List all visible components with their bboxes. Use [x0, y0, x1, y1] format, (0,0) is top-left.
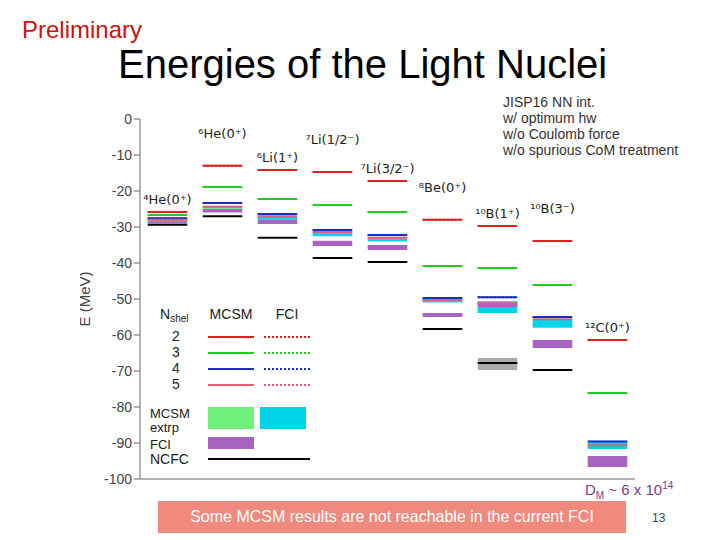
svg-text:Nshel: Nshel — [160, 306, 188, 324]
svg-text:-60: -60 — [112, 327, 132, 343]
html-text:w/o spurious CoM treatment: w/o spurious CoM treatment — [503, 142, 679, 158]
svg-text:-20: -20 — [112, 183, 132, 199]
html-text:w/o Coulomb force: w/o Coulomb force — [503, 126, 620, 142]
svg-text:4: 4 — [172, 360, 180, 376]
svg-text:⁷Li(3/2⁻): ⁷Li(3/2⁻) — [361, 161, 415, 176]
svg-text:⁴He(0⁺): ⁴He(0⁺) — [143, 192, 191, 207]
html-text:w/ optimum hw: w/ optimum hw — [503, 110, 597, 126]
svg-text:⁷Li(1/2⁻): ⁷Li(1/2⁻) — [306, 132, 360, 147]
html-text:Energies of the Light Nuclei: Energies of the Light Nuclei — [118, 42, 608, 86]
svg-text:-50: -50 — [112, 291, 132, 307]
html-text:14: 14 — [662, 480, 674, 491]
svg-text:-100: -100 — [104, 471, 132, 487]
svg-text:-90: -90 — [112, 435, 132, 451]
svg-text:-10: -10 — [112, 147, 132, 163]
svg-text:⁶He(0⁺): ⁶He(0⁺) — [198, 126, 246, 141]
html-text:13: 13 — [652, 511, 666, 525]
svg-text:E (MeV): E (MeV) — [80, 271, 93, 326]
svg-text:FCI: FCI — [276, 306, 299, 322]
svg-text:-40: -40 — [112, 255, 132, 271]
svg-text:3: 3 — [172, 344, 180, 360]
html-text:JISP16 NN int.: JISP16 NN int. — [503, 94, 595, 110]
svg-text:0: 0 — [124, 111, 132, 127]
svg-text:⁶Li(1⁺): ⁶Li(1⁺) — [257, 150, 298, 165]
svg-text:MCSMextrp: MCSMextrp — [150, 406, 190, 435]
svg-text:⁸Be(0⁺): ⁸Be(0⁺) — [419, 180, 466, 195]
svg-text:-80: -80 — [112, 399, 132, 415]
svg-text:2: 2 — [172, 328, 180, 344]
html-text:Some MCSM results are not reac: Some MCSM results are not reachable in t… — [190, 508, 594, 525]
svg-text:¹⁰B(3⁻): ¹⁰B(3⁻) — [530, 201, 575, 216]
svg-text:¹²C(0⁺): ¹²C(0⁺) — [585, 320, 630, 335]
svg-text:-70: -70 — [112, 363, 132, 379]
html-text:Preliminary: Preliminary — [22, 16, 142, 43]
html-text:DM~ 6 x 10: DM~ 6 x 10 — [585, 481, 663, 501]
svg-text:NCFC: NCFC — [150, 451, 189, 467]
svg-text:FCI: FCI — [150, 437, 171, 452]
svg-text:¹⁰B(1⁺): ¹⁰B(1⁺) — [475, 206, 520, 221]
svg-text:MCSM: MCSM — [210, 306, 253, 322]
svg-text:5: 5 — [172, 376, 180, 392]
svg-text:-30: -30 — [112, 219, 132, 235]
